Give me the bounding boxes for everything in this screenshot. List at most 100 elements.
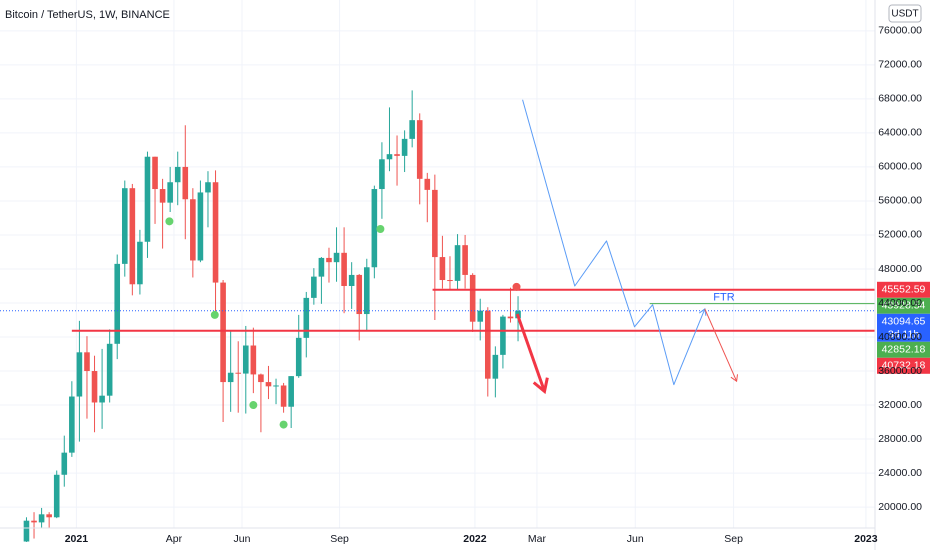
chart-title: Bitcoin / TetherUS, 1W, BINANCE: [5, 9, 170, 21]
signal-dot: [376, 225, 385, 234]
x-tick-label: 2021: [65, 533, 89, 545]
candle-body: [469, 274, 476, 322]
candle-body: [235, 372, 242, 374]
candle-body: [31, 520, 37, 523]
x-tick-label: Sep: [724, 533, 743, 545]
price-badge: [877, 281, 930, 298]
candle-body: [318, 257, 325, 277]
candle-body: [484, 310, 491, 379]
candle-body: [114, 263, 121, 344]
candle-body: [242, 345, 249, 374]
candle-body: [265, 382, 272, 387]
y-tick-label: 28000.00: [878, 433, 922, 445]
candle-body: [432, 189, 438, 258]
y-tick-label: 40000.00: [878, 331, 922, 343]
price-badge-label: 43094.65: [882, 316, 926, 328]
y-tick-label: 32000.00: [878, 399, 922, 411]
candle-body: [167, 182, 173, 203]
candle-body: [144, 156, 151, 242]
candle-body: [333, 252, 340, 263]
candle-body: [121, 188, 128, 264]
candle-body: [348, 274, 355, 286]
candle-body: [401, 138, 408, 156]
x-tick-label: Jun: [627, 533, 644, 545]
candle-body: [379, 159, 385, 190]
candle-body: [477, 310, 484, 322]
currency-box[interactable]: [888, 4, 922, 23]
price-badge: [877, 297, 930, 314]
candle-body: [439, 257, 446, 281]
y-tick-label: 76000.00: [878, 25, 922, 37]
candle-body: [152, 156, 158, 190]
x-tick-label: Apr: [166, 533, 183, 545]
y-tick-label: 56000.00: [878, 195, 922, 207]
candle-body: [46, 514, 52, 518]
signal-dot: [165, 217, 174, 226]
candle-body: [84, 352, 90, 372]
candle-body: [69, 396, 75, 453]
y-tick-label: 36000.00: [878, 365, 922, 377]
price-badge-label: 43928.54: [882, 300, 926, 312]
x-tick-label: 2023: [854, 533, 878, 545]
candle-body: [220, 282, 226, 383]
price-badge-label: 42852.18: [882, 344, 926, 356]
candle-body: [341, 252, 347, 286]
signal-dot: [279, 420, 288, 429]
y-tick-label: 72000.00: [878, 59, 922, 71]
candle-body: [303, 297, 310, 338]
candle-body: [53, 474, 60, 518]
price-badge-label: 45552.59: [882, 284, 926, 296]
candle-body: [99, 395, 105, 403]
candle-body: [273, 385, 279, 387]
candle-body: [137, 241, 143, 285]
candle-body: [38, 514, 45, 523]
candle-body: [61, 452, 68, 475]
price-badge: [877, 357, 930, 374]
candle-body: [23, 520, 30, 542]
candle-body: [174, 166, 181, 183]
arrow-head: [730, 374, 738, 383]
candle-body: [454, 245, 461, 281]
candle-body: [394, 154, 400, 156]
y-tick-label: 24000.00: [878, 467, 922, 479]
candle-body: [258, 374, 264, 383]
candle-body: [386, 154, 393, 160]
candle-body: [190, 199, 196, 261]
candle-body: [492, 354, 499, 379]
x-tick-label: Sep: [330, 533, 349, 545]
signal-dot: [512, 282, 521, 291]
y-tick-label: 44000.00: [878, 297, 922, 309]
y-tick-label: 68000.00: [878, 93, 922, 105]
arrow-head: [532, 377, 549, 395]
candle-body: [205, 182, 211, 193]
candle-body: [280, 385, 287, 407]
signal-dot: [210, 310, 219, 319]
candle-body: [363, 267, 370, 315]
candle-body: [295, 337, 302, 377]
y-tick-label: 60000.00: [878, 161, 922, 173]
x-tick-label: Mar: [528, 533, 547, 545]
candle-body: [182, 166, 189, 200]
projection-path: [522, 99, 706, 386]
y-tick-label: 52000.00: [878, 229, 922, 241]
candle-body: [409, 120, 415, 139]
forecast-arrow: [515, 313, 546, 392]
candle-body: [462, 245, 468, 275]
candle-body: [507, 316, 514, 319]
candle-body: [447, 280, 453, 282]
currency[interactable]: USDT: [891, 9, 918, 20]
candle-body: [91, 371, 98, 403]
signal-dot: [249, 401, 258, 410]
candle-body: [424, 178, 431, 190]
y-tick-label: 48000.00: [878, 263, 922, 275]
projection-tail: [704, 308, 738, 382]
candle-body: [500, 316, 506, 355]
candle-body: [416, 120, 423, 179]
price-badge-label: 40732.18: [882, 360, 926, 372]
candle-body: [76, 352, 83, 397]
candle-body: [129, 188, 136, 285]
candle-body: [106, 343, 113, 396]
candle-body: [371, 189, 378, 268]
